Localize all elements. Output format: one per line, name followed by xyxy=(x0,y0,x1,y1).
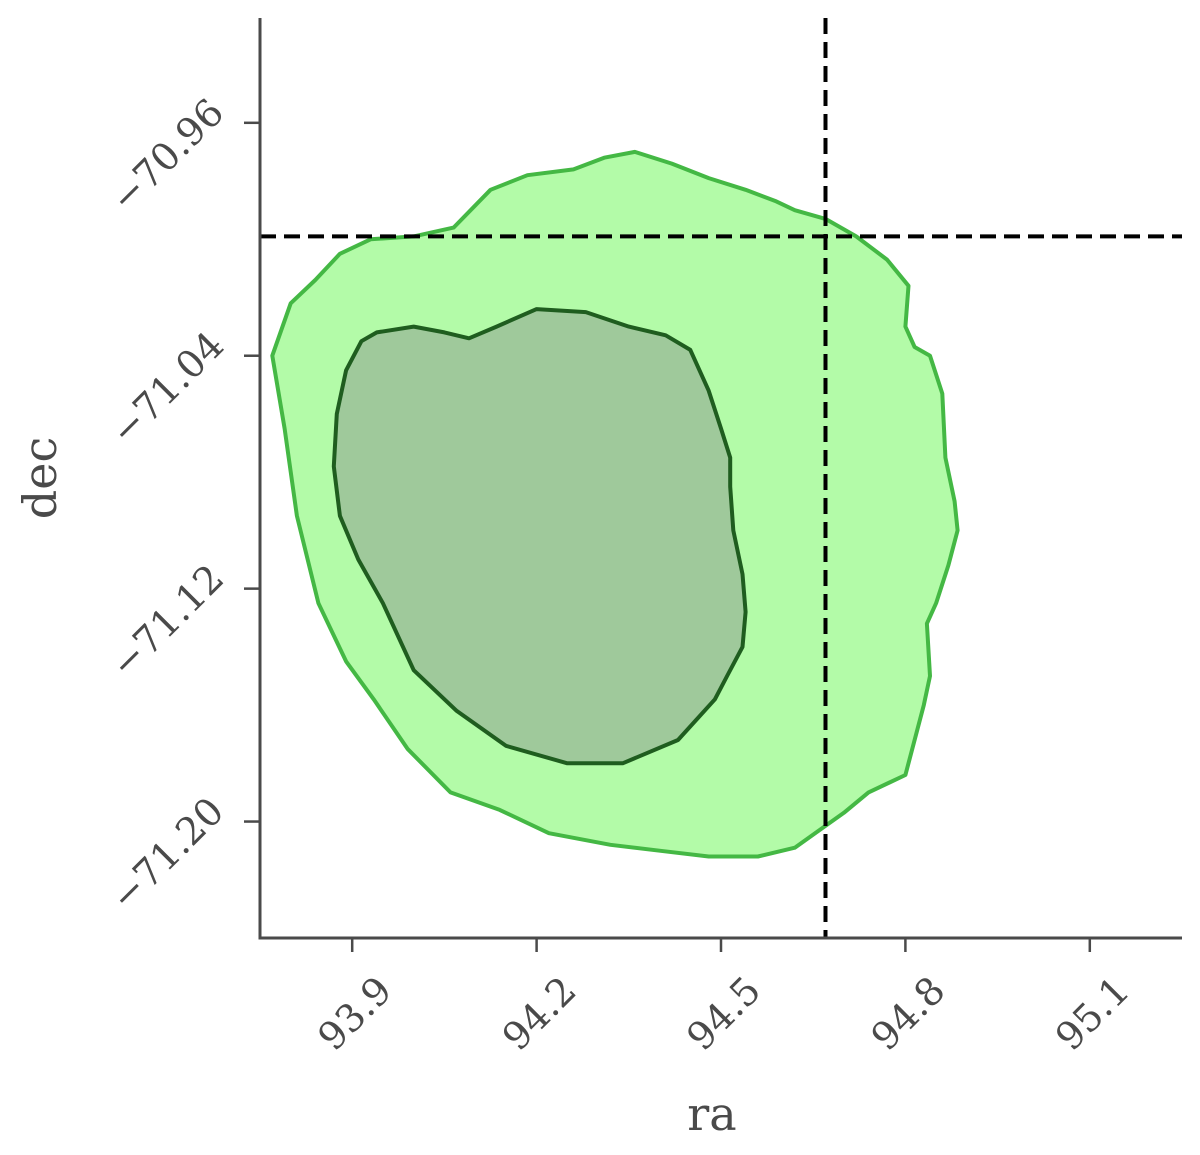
contour-layer xyxy=(270,149,960,859)
reference-lines xyxy=(260,18,1182,938)
x-axis-label: ra xyxy=(687,1087,736,1141)
x-tick-label: 94.8 xyxy=(863,968,954,1059)
y-tick-label: −70.96 xyxy=(102,90,233,221)
y-tick-label: −71.04 xyxy=(102,323,233,454)
x-tick-label: 94.2 xyxy=(494,968,585,1059)
y-axis-ticks: −70.96 −71.04 −71.12 −71.20 xyxy=(102,90,260,919)
y-tick-label: −71.20 xyxy=(102,789,233,920)
x-tick-label: 95.1 xyxy=(1047,968,1138,1059)
x-tick-label: 93.9 xyxy=(309,968,400,1059)
x-axis-ticks: 93.9 94.2 94.5 94.8 95.1 xyxy=(309,938,1138,1059)
contour-inner xyxy=(331,307,748,766)
y-tick-label: −71.12 xyxy=(102,556,233,687)
y-axis-label: dec xyxy=(13,437,67,519)
x-tick-label: 94.5 xyxy=(678,968,769,1059)
